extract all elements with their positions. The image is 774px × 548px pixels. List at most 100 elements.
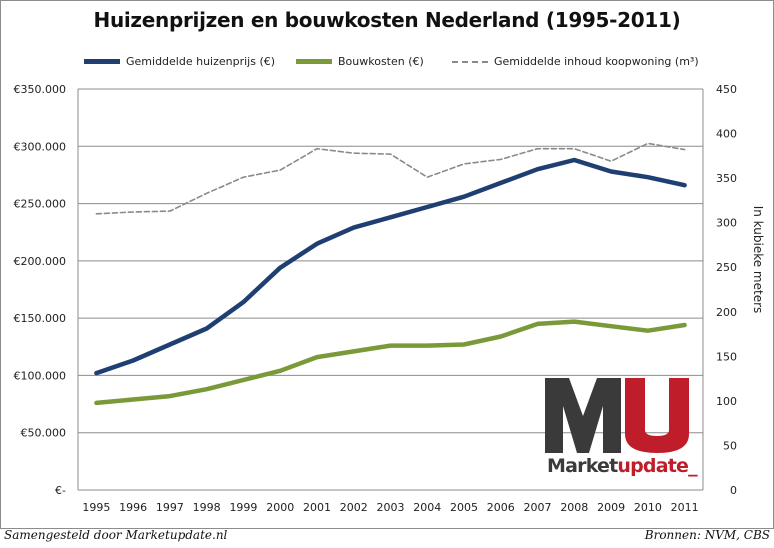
series-0-point (353, 227, 354, 228)
y-right-tick-label: 450 (716, 83, 737, 96)
x-tick-label: 1995 (82, 501, 110, 514)
series-2-point (133, 211, 134, 212)
legend-item-inhoud: Gemiddelde inhoud koopwoning (m³) (452, 55, 699, 68)
series-1-point (390, 345, 391, 346)
series-2-point (280, 170, 281, 171)
x-tick-label: 2008 (560, 501, 588, 514)
y-right-axis-label: In kubieke meters (751, 206, 765, 314)
series-2-point (169, 211, 170, 212)
logo-letter-u (625, 378, 689, 453)
x-tick-label: 2003 (377, 501, 405, 514)
series-0-point (316, 243, 317, 244)
series-0-point (611, 171, 612, 172)
y-left-tick-label: €300.000 (14, 140, 67, 153)
series-1-point (280, 370, 281, 371)
series-0-point (537, 169, 538, 170)
logo-letter-m (545, 378, 621, 453)
series-0-point (206, 328, 207, 329)
series-0-point (169, 344, 170, 345)
series-0-point (96, 373, 97, 374)
series-0-point (390, 217, 391, 218)
series-2-point (464, 163, 465, 164)
series-2-point (647, 143, 648, 144)
series-1-point (537, 323, 538, 324)
legend-swatch-huizenprijs (84, 59, 120, 64)
series-1-point (684, 325, 685, 326)
series-2-point (390, 154, 391, 155)
x-tick-label: 2001 (303, 501, 331, 514)
y-right-tick-label: 200 (716, 306, 737, 319)
y-right-tick-label: 350 (716, 172, 737, 185)
series-0-point (647, 177, 648, 178)
y-right-tick-label: 0 (730, 484, 737, 497)
series-2-point (353, 153, 354, 154)
legend-swatch-bouwkosten (296, 59, 332, 64)
series-0-point (133, 360, 134, 361)
series-2-point (243, 177, 244, 178)
footer-sources: Bronnen: NVM, CBS (644, 528, 770, 542)
label-layer: €- €50.000 €100.000 €150.000 €200.000 €250.00… (14, 83, 766, 514)
series-2-point (427, 177, 428, 178)
y-left-tick-label: €150.000 (14, 312, 67, 325)
series-1-point (353, 351, 354, 352)
series-line-0 (94, 157, 687, 376)
x-tick-label: 2004 (413, 501, 441, 514)
series-2-point (316, 148, 317, 149)
x-tick-label: 1999 (229, 501, 257, 514)
x-tick-label: 2009 (597, 501, 625, 514)
legend-label-bouwkosten: Bouwkosten (€) (338, 55, 424, 68)
legend-swatch-inhoud (452, 60, 488, 63)
x-tick-label: 2010 (634, 501, 662, 514)
series-1-point (647, 330, 648, 331)
series-1-point (611, 326, 612, 327)
marketupdate-logo-mark (545, 378, 697, 453)
series-1-point (243, 380, 244, 381)
x-tick-label: 2007 (524, 501, 552, 514)
chart-legend: Gemiddelde huizenprijs (€) Bouwkosten (€… (0, 55, 774, 71)
y-left-tick-label: €- (55, 484, 66, 497)
x-tick-label: 2002 (340, 501, 368, 514)
legend-label-huizenprijs: Gemiddelde huizenprijs (€) (126, 55, 276, 68)
series-2-point (684, 149, 685, 150)
legend-item-huizenprijs: Gemiddelde huizenprijs (€) (84, 55, 275, 68)
x-tick-label: 1998 (193, 501, 221, 514)
y-right-tick-label: 400 (716, 128, 737, 141)
grid-layer (77, 88, 704, 491)
series-0-point (243, 302, 244, 303)
x-tick-label: 2000 (266, 501, 294, 514)
series-2-point (500, 159, 501, 160)
y-right-tick-label: 300 (716, 217, 737, 230)
series-line-2 (95, 142, 686, 215)
series-1-point (464, 344, 465, 345)
x-tick-label: 2006 (487, 501, 515, 514)
series-0-point (280, 267, 281, 268)
legend-label-inhoud: Gemiddelde inhoud koopwoning (m³) (494, 55, 699, 68)
series-1-point (500, 336, 501, 337)
series-1-point (96, 402, 97, 403)
y-left-tick-label: €250.000 (14, 198, 67, 211)
logo-text-update: update_ (617, 455, 697, 477)
series-1-point (316, 357, 317, 358)
series-1-point (169, 396, 170, 397)
footer-credit: Samengesteld door Marketupdate.nl (4, 528, 228, 542)
series-0-point (464, 196, 465, 197)
x-tick-label: 1996 (119, 501, 147, 514)
marketupdate-logo-text: Marketupdate_ (547, 455, 698, 477)
y-left-tick-label: €200.000 (14, 255, 67, 268)
series-2-point (611, 161, 612, 162)
x-tick-label: 2011 (671, 501, 699, 514)
series-0-point (500, 182, 501, 183)
y-right-tick-label: 100 (716, 395, 737, 408)
series-1-point (574, 321, 575, 322)
series-2-point (96, 213, 97, 214)
series-line-1 (94, 319, 687, 406)
series-1-point (133, 399, 134, 400)
logo-text-market: Market (547, 455, 618, 477)
legend-item-bouwkosten: Bouwkosten (€) (296, 55, 424, 68)
series-1-point (427, 345, 428, 346)
series-2-point (206, 193, 207, 194)
y-left-tick-label: €350.000 (14, 83, 67, 96)
series-0-point (684, 185, 685, 186)
y-right-tick-label: 150 (716, 350, 737, 363)
